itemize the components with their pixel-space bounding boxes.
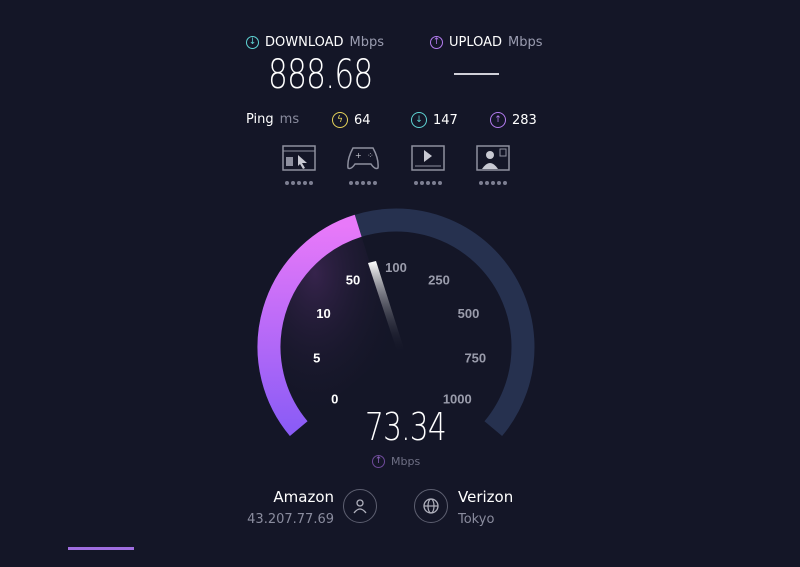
download-header: ↓ DOWNLOAD Mbps — [246, 35, 384, 50]
gauge-unit: ↑ Mbps — [372, 455, 420, 468]
browser-icon — [282, 145, 316, 171]
gauge-tick-label: 750 — [464, 350, 486, 365]
gauge-needle — [368, 261, 405, 354]
streaming-rating[interactable] — [410, 145, 446, 185]
gauge-tick-label: 1000 — [443, 391, 472, 406]
provider-info: Amazon 43.207.77.69 — [240, 488, 334, 527]
rating-dots — [475, 181, 511, 185]
server-info: Verizon Tokyo — [458, 488, 513, 527]
ping-download: ↓ 147 — [411, 112, 458, 128]
ping-text: Ping — [246, 112, 274, 127]
rating-dots — [410, 181, 446, 185]
server-location: Tokyo — [458, 512, 495, 527]
upload-label: UPLOAD — [449, 35, 503, 50]
gauge-fill — [257, 214, 362, 437]
upload-unit: Mbps — [508, 35, 543, 50]
gauge-unit-text: Mbps — [391, 455, 421, 468]
video-call-rating[interactable] — [475, 145, 511, 185]
upload-arrow-icon: ↑ — [490, 112, 506, 128]
download-unit: Mbps — [349, 35, 385, 50]
video-play-icon — [411, 145, 445, 171]
gauge-tick-label: 100 — [385, 260, 407, 275]
gaming-rating[interactable]: + ⁘ — [345, 145, 381, 185]
ping-upload-value: 283 — [512, 112, 537, 128]
ping-idle-value: 64 — [354, 112, 371, 128]
provider-ip: 43.207.77.69 — [247, 512, 334, 527]
ping-download-value: 147 — [433, 112, 458, 128]
svg-text:⁘: ⁘ — [367, 151, 374, 160]
download-arrow-icon: ↓ — [246, 36, 259, 49]
download-value: 888.68 — [268, 52, 373, 98]
gauge-tick-label: 10 — [316, 306, 330, 321]
download-label: DOWNLOAD — [265, 35, 344, 50]
gauge-tick-label: 250 — [428, 273, 450, 288]
rating-dots — [345, 181, 381, 185]
rating-dots — [281, 181, 317, 185]
lightning-icon: ϟ — [332, 112, 348, 128]
video-call-icon — [476, 145, 510, 171]
gauge-tick-label: 500 — [458, 306, 480, 321]
svg-text:+: + — [355, 151, 362, 160]
download-arrow-icon: ↓ — [411, 112, 427, 128]
active-tab-indicator — [68, 547, 134, 550]
ping-upload: ↑ 283 — [490, 112, 537, 128]
server-name: Verizon — [458, 488, 514, 506]
upload-value-pending — [454, 73, 499, 75]
ping-idle: ϟ 64 — [332, 112, 371, 128]
globe-icon — [423, 498, 439, 514]
gauge-tick-label: 50 — [346, 273, 360, 288]
upload-arrow-icon: ↑ — [372, 455, 385, 468]
user-icon — [343, 489, 377, 523]
gauge-tick-label: 5 — [313, 350, 320, 365]
ping-unit: ms — [279, 112, 300, 127]
ping-label: Ping ms — [246, 112, 299, 127]
gauge-glow — [280, 236, 396, 422]
change-server-button[interactable] — [414, 489, 448, 523]
gamepad-icon: + ⁘ — [347, 147, 379, 170]
gauge-value: 73.34 — [365, 405, 447, 449]
provider-name: Amazon — [273, 488, 334, 506]
upload-arrow-icon: ↑ — [430, 36, 443, 49]
browsing-rating[interactable] — [281, 145, 317, 185]
gauge-tick-label: 0 — [331, 391, 338, 406]
upload-header: ↑ UPLOAD Mbps — [430, 35, 543, 50]
